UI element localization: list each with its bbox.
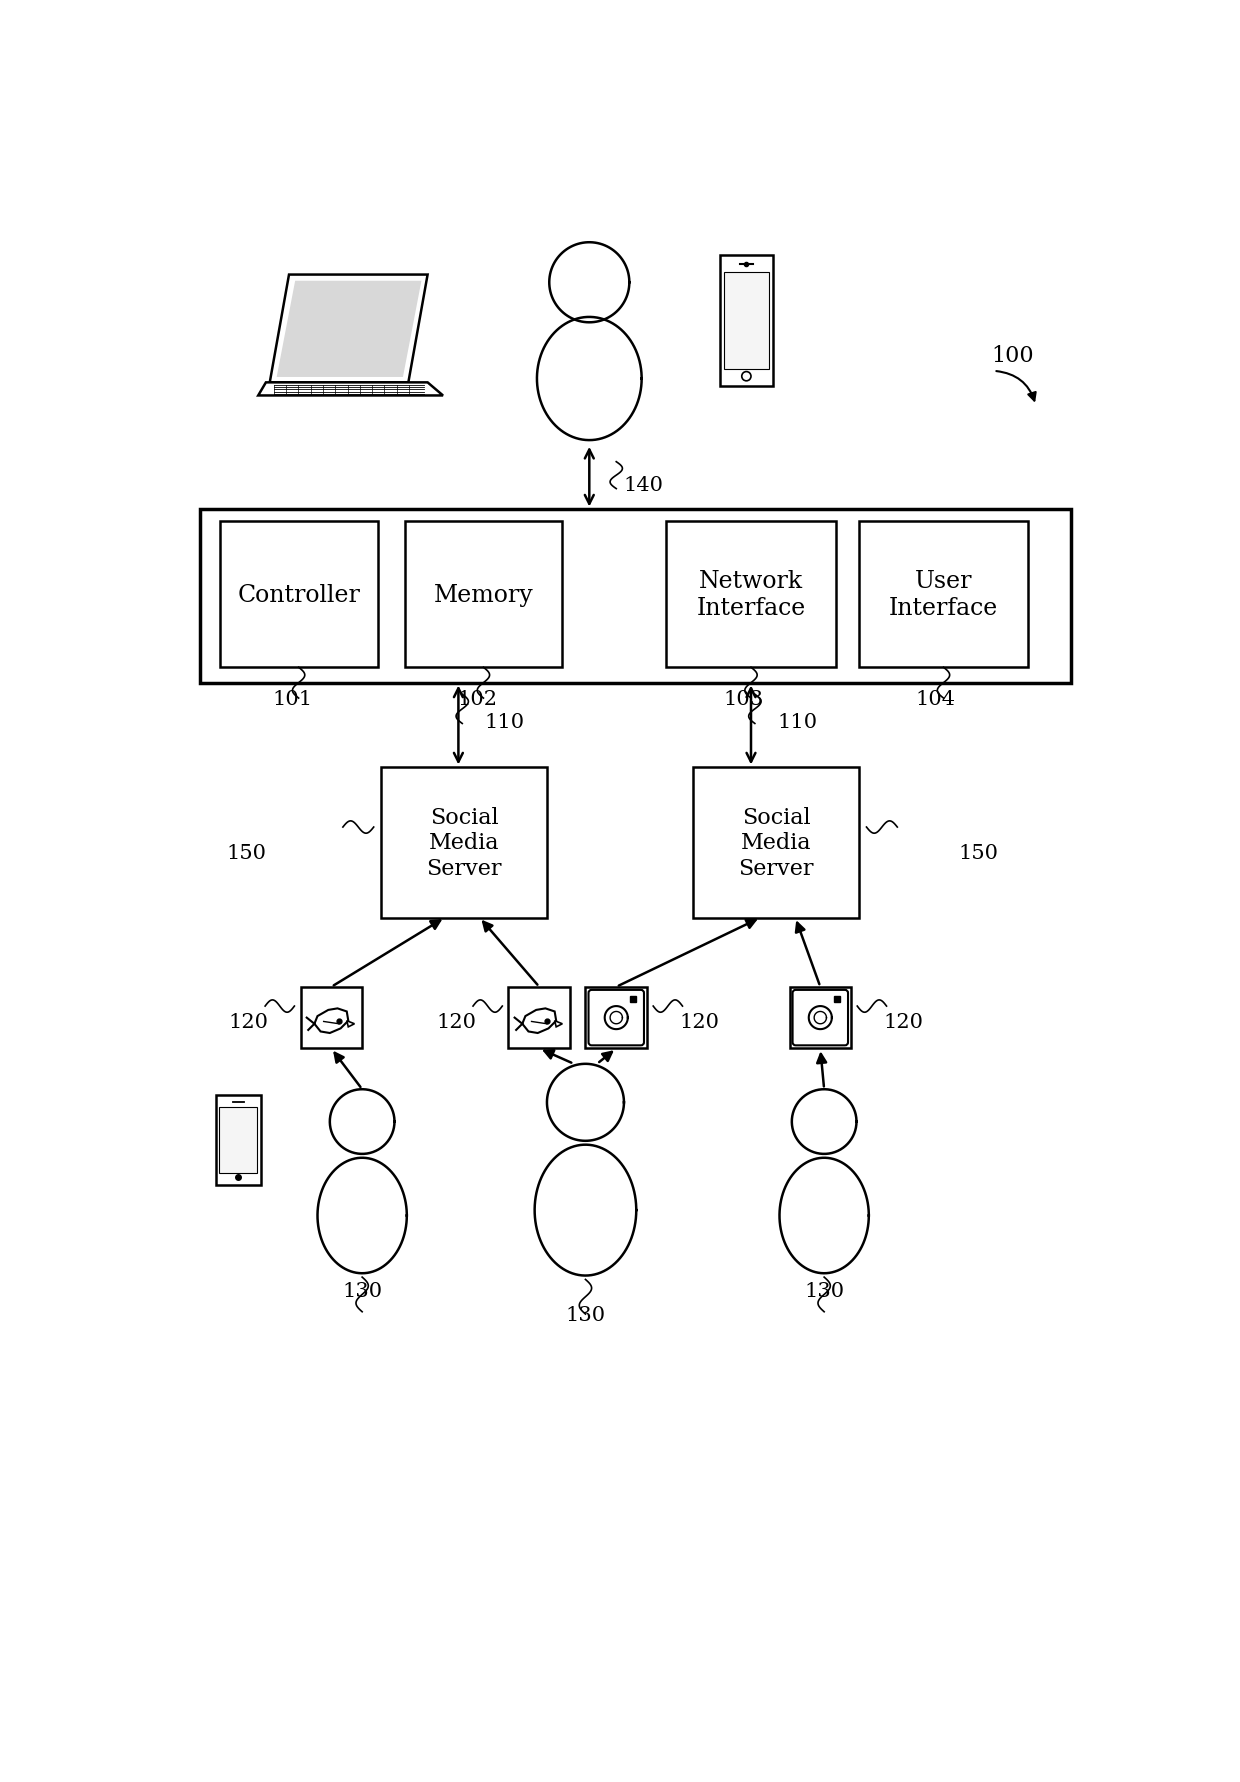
- Bar: [724, 273, 769, 369]
- Bar: [219, 1107, 258, 1174]
- Text: Memory: Memory: [434, 583, 533, 606]
- Text: 120: 120: [883, 1012, 924, 1032]
- Bar: [404, 522, 563, 668]
- Bar: [300, 987, 362, 1050]
- Text: 101: 101: [273, 690, 312, 707]
- Text: 150: 150: [227, 843, 267, 862]
- Polygon shape: [522, 1009, 557, 1034]
- Bar: [508, 987, 570, 1050]
- Text: Social
Media
Server: Social Media Server: [427, 807, 502, 879]
- Text: 150: 150: [959, 843, 998, 862]
- Text: Controller: Controller: [237, 583, 360, 606]
- Bar: [859, 522, 1028, 668]
- Text: 130: 130: [342, 1281, 382, 1301]
- Polygon shape: [347, 1021, 355, 1026]
- Text: 110: 110: [485, 713, 525, 731]
- Bar: [666, 522, 836, 668]
- Polygon shape: [315, 1009, 348, 1034]
- Text: 120: 120: [228, 1012, 268, 1032]
- Bar: [219, 522, 377, 668]
- Text: 130: 130: [804, 1281, 844, 1301]
- Text: 110: 110: [777, 713, 817, 731]
- FancyBboxPatch shape: [792, 991, 848, 1046]
- Bar: [216, 1094, 260, 1185]
- Text: 104: 104: [916, 690, 956, 707]
- Text: 100: 100: [992, 346, 1034, 367]
- Text: 140: 140: [624, 476, 663, 495]
- Bar: [201, 510, 1070, 683]
- Polygon shape: [258, 383, 443, 396]
- Text: 102: 102: [458, 690, 497, 707]
- Text: Network
Interface: Network Interface: [697, 570, 806, 620]
- Text: Social
Media
Server: Social Media Server: [738, 807, 813, 879]
- Bar: [585, 987, 647, 1050]
- Text: 120: 120: [436, 1012, 476, 1032]
- Text: 103: 103: [723, 690, 764, 707]
- Bar: [790, 987, 851, 1050]
- Bar: [693, 768, 859, 918]
- Bar: [720, 257, 773, 387]
- FancyBboxPatch shape: [589, 991, 644, 1046]
- Text: User
Interface: User Interface: [889, 570, 998, 620]
- Polygon shape: [270, 276, 428, 383]
- Bar: [382, 768, 547, 918]
- Text: 130: 130: [565, 1304, 605, 1324]
- Polygon shape: [554, 1021, 563, 1026]
- Text: 120: 120: [680, 1012, 719, 1032]
- Polygon shape: [277, 282, 422, 378]
